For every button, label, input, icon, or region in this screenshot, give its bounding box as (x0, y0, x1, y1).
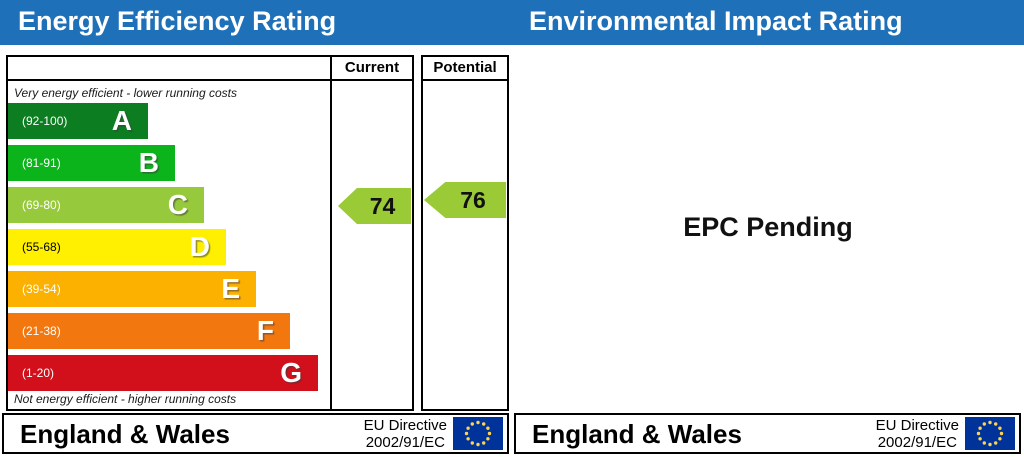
band-g-letter: G (280, 357, 302, 388)
eu-directive-line2: 2002/91/EC (365, 434, 445, 451)
band-a-range: (92-100) (22, 114, 68, 128)
band-g: (1-20) G (8, 355, 318, 391)
current-column-header: Current (344, 59, 400, 76)
chart-current-divider (330, 55, 332, 411)
eu-directive-label: EU Directive 2002/91/EC (876, 417, 959, 451)
band-d: (55-68) D (8, 229, 226, 265)
band-c: (69-80) C (8, 187, 204, 223)
header-row-divider (8, 57, 412, 81)
potential-rating-value: 76 (460, 186, 486, 213)
footer-right: England & Wales EU Directive 2002/91/EC (514, 413, 1021, 454)
bottom-caption: Not energy efficient - higher running co… (14, 392, 237, 406)
band-e-range: (39-54) (22, 282, 61, 296)
header-row-divider (423, 57, 507, 81)
footer-left: England & Wales EU Directive 2002/91/EC (2, 413, 509, 454)
band-f-letter: F (256, 315, 274, 346)
eu-directive-line1: EU Directive (875, 417, 959, 434)
band-c-range: (69-80) (22, 198, 61, 212)
band-f-range: (21-38) (22, 324, 61, 338)
band-g-range: (1-20) (22, 366, 55, 380)
potential-column-header: Potential (433, 59, 497, 76)
eu-flag-icon (965, 417, 1015, 450)
band-d-range: (55-68) (22, 240, 61, 254)
eu-directive-label: EU Directive 2002/91/EC (364, 417, 447, 451)
top-caption: Very energy efficient - lower running co… (14, 86, 237, 100)
epc-pending-text: EPC Pending (683, 212, 853, 242)
band-d-letter: D (189, 231, 210, 262)
band-c-letter: C (167, 189, 188, 220)
region-label: England & Wales (532, 419, 742, 449)
band-a: (92-100) A (8, 103, 148, 139)
region-label: England & Wales (20, 419, 230, 449)
band-f: (21-38) F (8, 313, 290, 349)
band-e: (39-54) E (8, 271, 256, 307)
environmental-rating-title: Environmental Impact Rating (529, 6, 903, 36)
eu-directive-line1: EU Directive (363, 417, 447, 434)
band-a-letter: A (111, 105, 132, 136)
eu-directive-line2: 2002/91/EC (877, 434, 957, 451)
band-b-letter: B (138, 147, 159, 178)
band-e-letter: E (221, 273, 240, 304)
band-b-range: (81-91) (22, 156, 61, 170)
title-bar (0, 0, 1024, 45)
current-rating-value: 74 (369, 192, 396, 219)
potential-column-box (421, 55, 509, 411)
band-b: (81-91) B (8, 145, 175, 181)
eu-flag-icon (453, 417, 503, 450)
energy-rating-title: Energy Efficiency Rating (18, 6, 337, 36)
